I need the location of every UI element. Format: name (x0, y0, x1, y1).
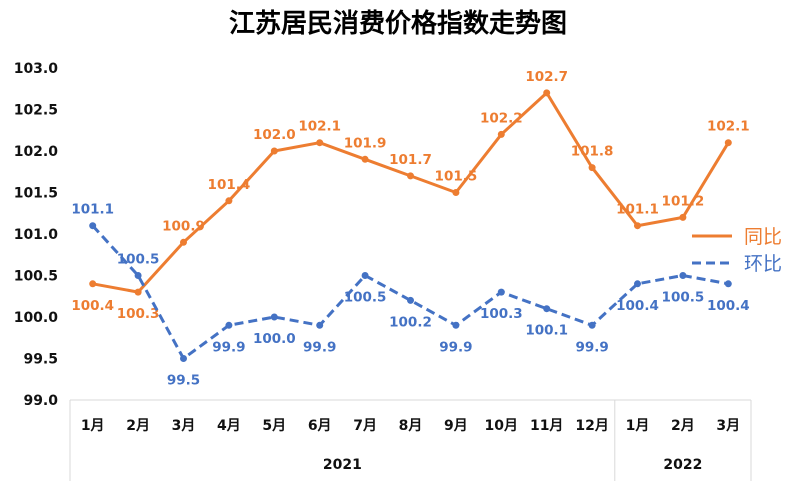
x-tick-label: 1月 (626, 418, 650, 434)
data-label: 101.8 (571, 144, 614, 160)
legend-label: 同比 (744, 226, 782, 248)
data-point (634, 280, 641, 288)
data-label: 99.9 (212, 339, 245, 355)
series-line-mom (91, 224, 729, 361)
data-point (89, 280, 97, 288)
data-point (225, 197, 233, 205)
data-point (270, 313, 278, 321)
data-label: 99.5 (167, 373, 200, 389)
data-label: 100.4 (71, 298, 114, 314)
x-tick-label: 10月 (485, 418, 518, 434)
series-line-yoy (92, 90, 730, 294)
data-label: 99.9 (439, 339, 472, 355)
x-tick-label: 11月 (530, 418, 563, 434)
data-label: 100.5 (117, 252, 160, 268)
data-point (588, 164, 596, 172)
data-point (361, 155, 369, 163)
data-label: 100.3 (480, 306, 523, 322)
data-label: 102.7 (525, 69, 568, 85)
data-point (407, 296, 414, 304)
x-tick-label: 5月 (262, 418, 286, 434)
data-label: 101.9 (344, 135, 387, 151)
x-tick-label: 4月 (217, 418, 241, 434)
data-point (180, 238, 187, 246)
y-tick-label: 102.5 (14, 103, 58, 119)
y-tick-label: 99.5 (23, 352, 58, 368)
data-label: 102.1 (707, 119, 750, 135)
data-label: 100.0 (253, 331, 296, 347)
data-point (724, 280, 732, 288)
data-point (724, 139, 732, 147)
data-label: 100.4 (616, 298, 659, 314)
data-point (180, 355, 187, 362)
data-point (679, 213, 687, 221)
x-group-label: 2022 (663, 457, 702, 473)
data-point (588, 321, 596, 329)
y-tick-label: 101.0 (14, 227, 59, 243)
data-point (407, 172, 414, 180)
y-tick-label: 100.0 (14, 310, 59, 326)
x-tick-label: 6月 (308, 418, 332, 434)
y-tick-label: 99.0 (23, 393, 58, 409)
data-label: 100.4 (707, 298, 750, 314)
chart-title: 江苏居民消费价格指数走势图 (229, 8, 567, 39)
x-tick-label: 7月 (353, 418, 377, 434)
data-point (452, 189, 460, 196)
x-tick-label: 2月 (126, 418, 150, 434)
data-point (134, 272, 142, 279)
data-label: 101.1 (616, 202, 659, 218)
data-label: 102.2 (480, 110, 523, 126)
data-label: 101.1 (71, 202, 114, 218)
y-tick-label: 102.0 (14, 144, 59, 160)
x-tick-label: 1月 (81, 418, 105, 434)
data-label: 100.5 (662, 290, 705, 306)
data-point (497, 130, 505, 138)
data-label: 102.1 (298, 119, 341, 135)
data-point (316, 321, 324, 329)
data-point (679, 272, 687, 279)
data-point (634, 222, 641, 230)
data-point (543, 305, 551, 313)
data-label: 99.9 (303, 339, 336, 355)
x-tick-label: 12月 (575, 418, 608, 434)
data-point (134, 288, 142, 296)
x-tick-label: 3月 (716, 418, 740, 434)
data-label: 102.0 (253, 127, 296, 143)
data-point (452, 321, 460, 329)
data-label: 100.3 (117, 306, 160, 322)
data-point (89, 222, 97, 230)
x-group-label: 2021 (323, 457, 362, 473)
data-label: 100.9 (162, 218, 205, 234)
y-tick-label: 103.0 (14, 61, 59, 77)
y-tick-label: 100.5 (14, 269, 58, 285)
data-point (270, 147, 278, 155)
legend-label: 环比 (744, 253, 782, 275)
data-label: 101.5 (435, 169, 478, 185)
data-point (497, 288, 505, 296)
data-label: 101.7 (389, 152, 432, 168)
data-point (361, 272, 369, 279)
x-tick-label: 2月 (671, 418, 695, 434)
data-label: 101.4 (208, 177, 251, 193)
x-tick-label: 9月 (444, 418, 468, 434)
data-label: 99.9 (575, 339, 608, 355)
data-point (225, 321, 233, 329)
data-label: 100.5 (344, 290, 387, 306)
x-tick-label: 8月 (399, 418, 423, 434)
data-point (316, 139, 324, 147)
x-tick-label: 3月 (172, 418, 196, 434)
y-tick-label: 101.5 (14, 186, 58, 202)
data-point (543, 89, 551, 97)
data-label: 100.1 (525, 323, 568, 339)
data-label: 101.2 (662, 193, 705, 209)
data-label: 100.2 (389, 314, 432, 330)
